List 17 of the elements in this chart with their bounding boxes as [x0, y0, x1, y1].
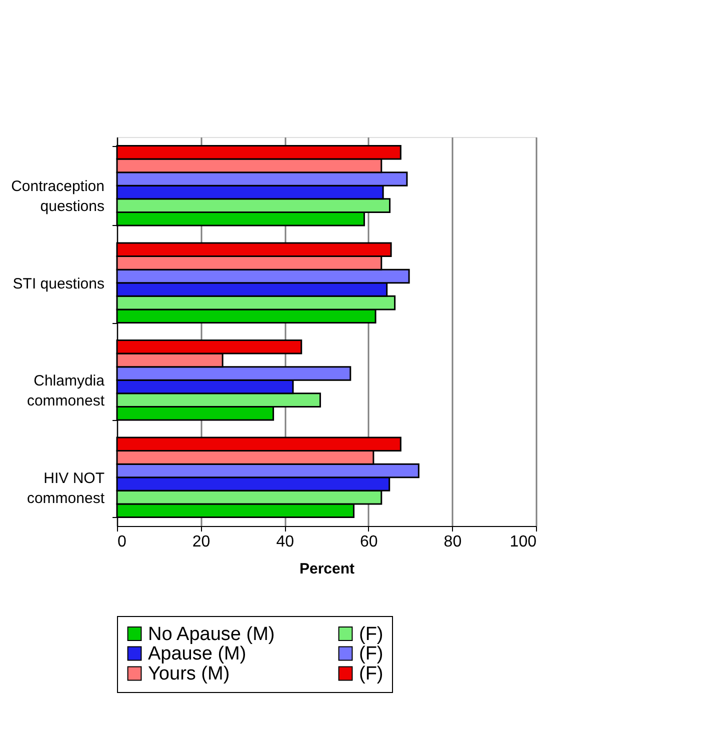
- legend-label: Apause (M): [148, 644, 246, 664]
- y-tick-label: STI questions: [12, 275, 104, 292]
- legend-label: (F): [359, 644, 384, 664]
- legend-label: Yours (M): [148, 664, 230, 684]
- y-tick-label: Contraception questions: [11, 178, 104, 216]
- x-axis-title: Percent: [299, 560, 355, 578]
- y-tick-label: HIV NOT commonest: [26, 470, 106, 507]
- x-tick-label: 20: [192, 534, 210, 550]
- legend-label: (F): [359, 664, 384, 684]
- x-tick-label: 80: [444, 534, 462, 550]
- x-tick-label: 40: [276, 534, 294, 550]
- x-tick-label: 0: [118, 534, 126, 550]
- legend-label: (F): [359, 624, 384, 645]
- y-tick-label: Chlamydia commonest: [26, 372, 106, 410]
- x-tick-label: 100: [510, 534, 537, 550]
- x-tick-label: 60: [360, 534, 378, 550]
- legend-label: No Apause (M): [148, 624, 275, 645]
